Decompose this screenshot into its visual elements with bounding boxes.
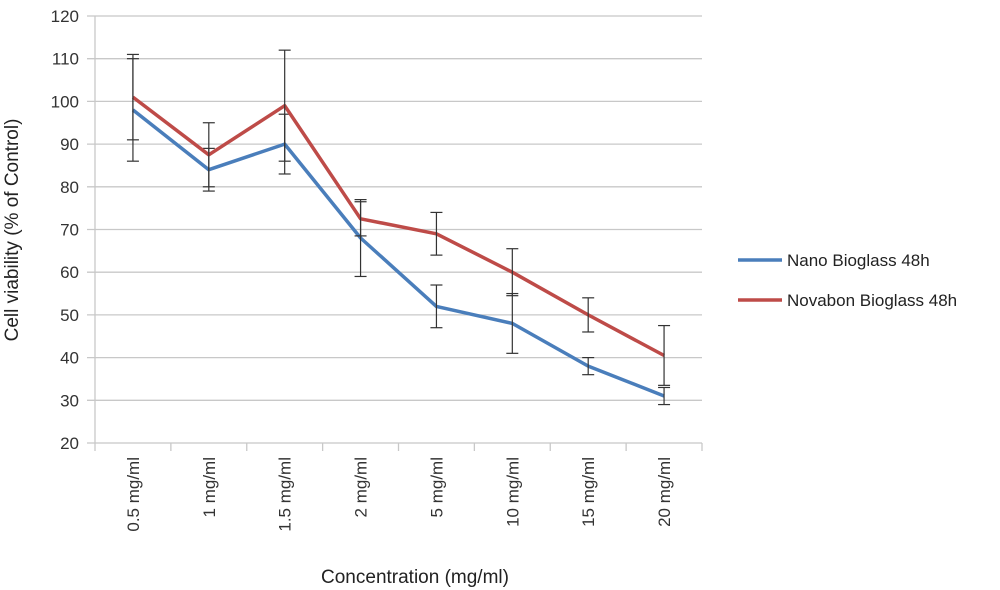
x-tick-label: 20 mg/ml [655,457,674,527]
x-tick-label: 1 mg/ml [200,457,219,517]
y-axis-ticks: 20 30 40 50 60 70 80 90 100 110 120 [51,7,79,453]
y-tick-label: 100 [51,92,79,111]
x-tick-label: 2 mg/ml [352,457,371,517]
series-1 [126,58,671,406]
gridlines [87,15,703,451]
x-tick-label: 15 mg/ml [579,457,598,527]
legend-label: Novabon Bioglass 48h [787,291,957,310]
legend: Nano Bioglass 48h Novabon Bioglass 48h [738,251,957,310]
y-tick-label: 40 [60,349,79,368]
y-tick-label: 90 [60,135,79,154]
series-line [131,95,665,358]
series-2 [126,49,671,386]
y-tick-label: 60 [60,263,79,282]
x-axis-ticks: 0.5 mg/ml 1 mg/ml 1.5 mg/ml 2 mg/ml 5 mg/ml 1… [124,457,674,532]
y-tick-label: 30 [60,391,79,410]
y-axis-title: Cell viability (% of Control) [2,119,23,342]
x-tick-label: 1.5 mg/ml [276,457,295,532]
series-line [131,108,665,398]
y-tick-label: 120 [51,7,79,26]
y-tick-label: 110 [52,50,79,69]
y-tick-label: 80 [60,178,79,197]
legend-label: Nano Bioglass 48h [787,251,930,270]
x-tick-label: 10 mg/ml [503,457,522,527]
y-tick-label: 20 [60,434,79,453]
y-tick-label: 70 [60,221,79,240]
x-tick-label: 5 mg/ml [427,457,446,517]
x-tick-label: 0.5 mg/ml [124,457,143,532]
x-axis-title: Concentration (mg/ml) [321,567,509,588]
series-group [126,49,671,406]
y-tick-label: 50 [60,306,79,325]
